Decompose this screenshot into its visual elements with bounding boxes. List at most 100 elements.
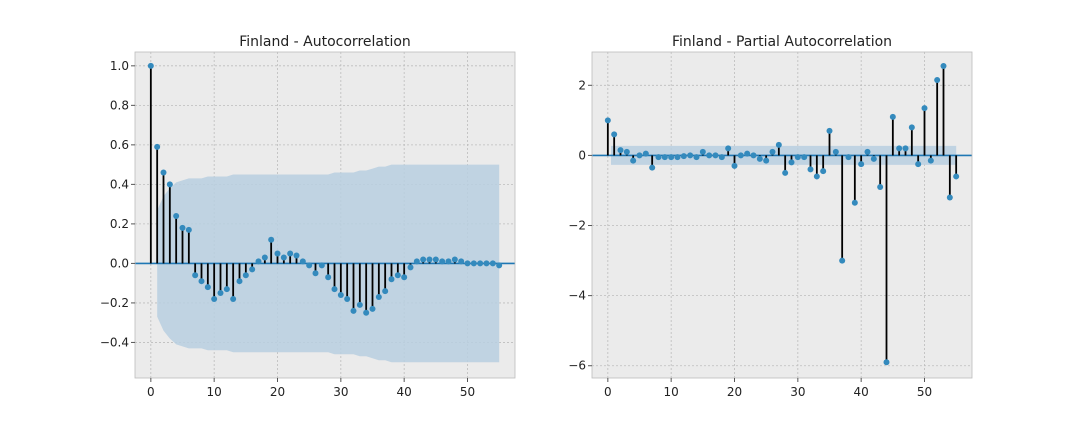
chart-panel-2: 0 10 20 30 40 50 −6 −4 −2 0 2 Finland - Partial Aut… [568, 34, 973, 399]
marker-lag-36 [832, 148, 839, 155]
marker-lag-51 [470, 260, 477, 267]
marker-lag-0 [604, 117, 611, 124]
marker-lag-0 [147, 62, 154, 69]
marker-lag-8 [198, 278, 205, 285]
marker-lag-48 [908, 124, 915, 131]
marker-lag-4 [630, 157, 637, 164]
chart-title: Finland - Partial Autocorrelation [672, 34, 892, 50]
marker-lag-11 [674, 154, 681, 161]
marker-lag-9 [204, 284, 211, 291]
marker-lag-41 [407, 264, 414, 271]
marker-lag-52 [934, 77, 941, 84]
marker-lag-47 [902, 145, 909, 152]
marker-lag-53 [483, 260, 490, 267]
marker-lag-32 [350, 307, 357, 314]
x-tick-label: 50 [460, 385, 475, 399]
x-tick-label: 30 [790, 385, 805, 399]
marker-lag-43 [420, 256, 427, 263]
marker-lag-10 [668, 154, 675, 161]
marker-lag-31 [344, 295, 351, 302]
x-tick-label: 10 [207, 385, 222, 399]
marker-lag-34 [820, 168, 827, 175]
marker-lag-47 [445, 258, 452, 265]
marker-lag-17 [255, 258, 262, 265]
marker-lag-29 [331, 286, 338, 293]
marker-lag-8 [655, 154, 662, 161]
marker-lag-42 [413, 258, 420, 265]
marker-lag-19 [725, 145, 732, 152]
marker-lag-39 [851, 199, 858, 206]
marker-lag-13 [230, 295, 237, 302]
y-tick-label: −0.4 [100, 335, 129, 349]
marker-lag-31 [801, 154, 808, 161]
plot-area [592, 52, 972, 378]
chart-panel-1: 0 10 20 30 40 50 −0.4 −0.2 0.0 0.2 0.4 0.6 0.8 1.0 Fin… [100, 34, 516, 399]
marker-lag-2 [617, 147, 624, 154]
marker-lag-15 [242, 272, 249, 279]
x-tick-label: 0 [604, 385, 612, 399]
y-tick-label: 0.0 [110, 256, 129, 270]
marker-lag-3 [166, 181, 173, 188]
marker-lag-15 [699, 148, 706, 155]
marker-lag-40 [401, 274, 408, 281]
y-tick-label: 0.2 [110, 217, 129, 231]
marker-lag-33 [356, 301, 363, 308]
marker-lag-25 [763, 157, 770, 164]
x-tick-label: 40 [854, 385, 869, 399]
marker-lag-46 [896, 145, 903, 152]
marker-lag-55 [953, 173, 960, 180]
marker-lag-45 [432, 256, 439, 263]
marker-lag-52 [477, 260, 484, 267]
marker-lag-10 [211, 295, 218, 302]
marker-lag-18 [261, 254, 268, 261]
marker-lag-35 [369, 305, 376, 312]
y-tick-label: 0.4 [110, 177, 129, 191]
marker-lag-36 [375, 293, 382, 300]
marker-lag-7 [192, 272, 199, 279]
y-tick-label: −2 [568, 219, 586, 233]
marker-lag-30 [337, 292, 344, 299]
marker-lag-1 [611, 131, 618, 138]
marker-lag-46 [439, 258, 446, 265]
y-tick-label: 0.8 [110, 98, 129, 112]
y-tick-label: −6 [568, 359, 586, 373]
marker-lag-14 [236, 278, 243, 285]
marker-lag-27 [775, 141, 782, 148]
axes-frame [134, 51, 516, 379]
marker-lag-37 [382, 288, 389, 295]
marker-lag-37 [839, 257, 846, 264]
x-tick-label: 10 [664, 385, 679, 399]
marker-lag-3 [623, 148, 630, 155]
marker-lag-33 [813, 173, 820, 180]
marker-lag-28 [325, 274, 332, 281]
marker-lag-41 [864, 148, 871, 155]
marker-lag-16 [706, 152, 713, 159]
marker-lag-42 [870, 155, 877, 162]
marker-lag-30 [794, 154, 801, 161]
marker-lag-12 [223, 286, 230, 293]
marker-lag-16 [249, 266, 256, 273]
marker-lag-38 [388, 276, 395, 283]
marker-lag-19 [268, 236, 275, 243]
marker-lag-7 [649, 164, 656, 171]
x-tick-label: 40 [397, 385, 412, 399]
marker-lag-45 [889, 113, 896, 120]
marker-lag-44 [883, 359, 890, 366]
marker-lag-48 [451, 256, 458, 263]
marker-lag-35 [826, 127, 833, 134]
marker-lag-49 [458, 258, 465, 265]
marker-lag-21 [737, 152, 744, 159]
y-tick-label: 2 [578, 78, 586, 92]
marker-lag-54 [946, 194, 953, 201]
marker-lag-1 [154, 143, 161, 150]
marker-lag-38 [845, 154, 852, 161]
marker-lag-25 [306, 262, 313, 269]
marker-lag-28 [782, 169, 789, 176]
marker-lag-32 [807, 166, 814, 173]
marker-lag-9 [661, 154, 668, 161]
marker-lag-43 [877, 183, 884, 190]
chart-title: Finland - Autocorrelation [239, 34, 411, 50]
marker-lag-51 [927, 157, 934, 164]
marker-lag-54 [489, 260, 496, 267]
